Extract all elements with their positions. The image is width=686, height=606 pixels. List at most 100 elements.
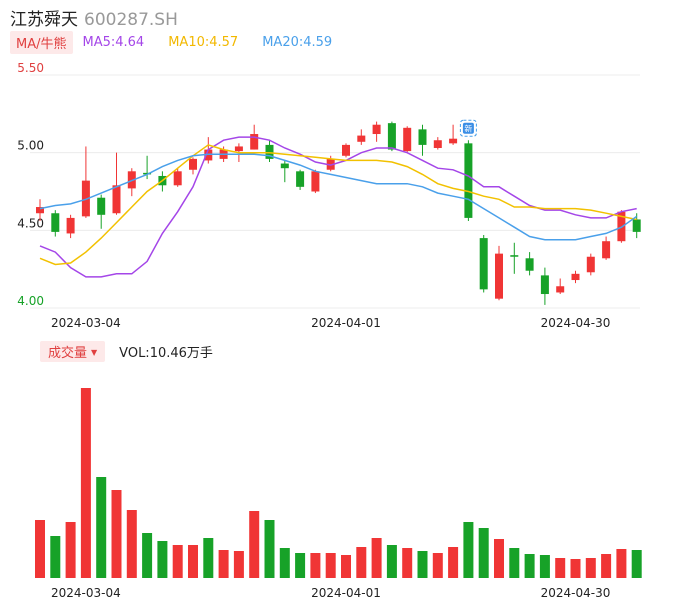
candle — [342, 143, 350, 158]
ma5-legend: MA5:4.64 — [82, 34, 145, 50]
volume-bar — [478, 528, 489, 578]
volume-bar — [356, 547, 367, 578]
ma-indicator-tag[interactable]: MA/牛熊 — [10, 30, 73, 54]
volume-bar — [249, 511, 260, 578]
volume-bar — [524, 554, 535, 578]
volume-bar — [585, 558, 596, 578]
volume-bar — [203, 538, 214, 578]
candle-body — [234, 146, 243, 152]
candle-body — [387, 123, 396, 150]
candle — [418, 124, 427, 156]
candle — [387, 121, 396, 152]
marker-label: 新 — [464, 124, 472, 134]
volume-bar — [616, 549, 627, 578]
candle — [280, 160, 289, 183]
candle — [265, 140, 274, 162]
ma20-legend: MA20:4.59 — [262, 34, 333, 50]
candle-body — [97, 197, 106, 215]
volume-bars — [35, 388, 642, 578]
volume-bar — [188, 545, 198, 578]
candle-body — [112, 185, 121, 214]
volume-bar — [386, 545, 397, 578]
candle-body — [36, 207, 44, 214]
volume-bar — [218, 550, 229, 578]
price-y-ticks: 5.50 5.00 4.50 4.00 — [17, 61, 44, 308]
ma-line-ma20 — [39, 153, 638, 241]
candle — [112, 152, 121, 215]
new-marker[interactable]: 新 — [459, 119, 477, 137]
price-x-ticks: 2024-03-04 2024-04-01 2024-04-30 — [51, 316, 610, 330]
volume-bar — [35, 520, 45, 578]
marker-badge — [462, 122, 474, 134]
volume-bar — [494, 539, 504, 578]
x-tick-label: 2024-03-04 — [51, 586, 121, 600]
volume-bar — [601, 554, 612, 578]
candle-body — [540, 275, 549, 295]
candle — [571, 270, 580, 284]
x-tick-label: 2024-04-30 — [541, 586, 611, 600]
candle-body — [602, 241, 611, 259]
volume-bar — [50, 536, 61, 578]
ma-line-ma5 — [39, 136, 637, 278]
volume-bar — [233, 551, 244, 578]
volume-bar — [325, 553, 336, 578]
candle-body — [342, 144, 350, 156]
candle — [586, 253, 595, 276]
volume-bar — [539, 555, 550, 578]
volume-bar — [555, 558, 566, 578]
volume-bar — [157, 541, 168, 578]
volume-tag-label: 成交量 — [48, 345, 88, 361]
candle-body — [449, 138, 458, 144]
candle — [540, 267, 549, 305]
volume-x-ticks: 2024-03-04 2024-04-01 2024-04-30 — [51, 586, 610, 600]
volume-bar — [417, 551, 428, 578]
candle — [296, 169, 305, 190]
volume-indicator-tag[interactable]: 成交量 ▼ — [40, 340, 106, 362]
volume-bar — [448, 547, 459, 578]
stock-code: 600287.SH — [84, 10, 178, 30]
volume-bar — [111, 490, 122, 578]
candle-body — [189, 158, 197, 170]
candle-body — [250, 134, 259, 150]
candle-body — [296, 171, 305, 187]
x-tick-label: 2024-04-30 — [541, 316, 611, 330]
y-tick-label: 5.00 — [17, 139, 44, 153]
candle-body — [66, 217, 75, 234]
candle — [525, 252, 534, 276]
candle — [479, 234, 488, 293]
candle-body — [571, 273, 580, 281]
candle-body — [464, 143, 473, 218]
candle — [510, 242, 519, 274]
candle — [556, 278, 565, 295]
volume-bar — [126, 510, 137, 578]
y-tick-label: 4.50 — [17, 216, 44, 230]
volume-bar — [295, 553, 306, 578]
candle-body — [433, 140, 442, 149]
candle — [97, 194, 106, 229]
volume-bar — [371, 538, 382, 578]
candle-body — [403, 127, 412, 152]
dropdown-triangle-icon: ▼ — [91, 347, 98, 357]
candle — [449, 124, 458, 145]
volume-bar — [509, 548, 520, 578]
ma-legend: MA/牛熊 MA5:4.64 MA10:4.57 MA20:4.59 — [10, 30, 333, 54]
volume-bar — [341, 555, 351, 578]
ma-line-ma10 — [39, 144, 637, 266]
price-grid — [30, 74, 640, 309]
candle-body — [510, 255, 519, 257]
candle-body — [495, 253, 503, 299]
candle-body — [586, 256, 595, 273]
volume-value: VOL:10.46万手 — [119, 345, 213, 361]
stock-title: 江苏舜天 600287.SH — [10, 5, 178, 30]
candle-body — [556, 286, 565, 293]
candle — [464, 140, 473, 222]
candle-body — [265, 144, 274, 159]
x-tick-label: 2024-03-04 — [51, 316, 121, 330]
volume-legend: 成交量 ▼ VOL:10.46万手 — [40, 340, 213, 362]
candle — [372, 121, 381, 142]
volume-bar — [432, 553, 443, 578]
volume-bar — [80, 388, 91, 578]
candle — [51, 210, 60, 237]
stock-name: 江苏舜天 — [10, 10, 78, 30]
candle — [36, 199, 44, 222]
